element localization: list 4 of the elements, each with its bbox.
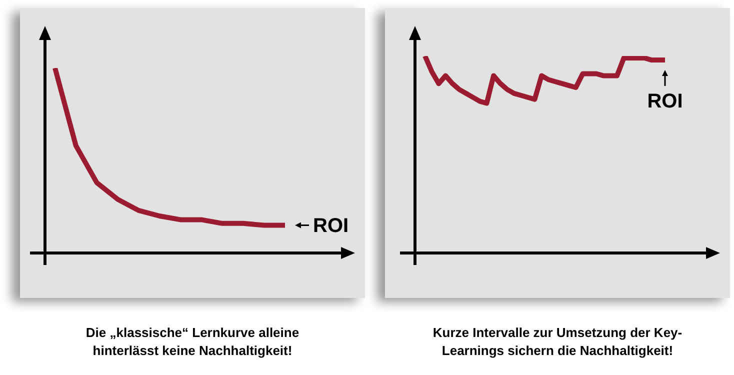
text: ROI	[313, 214, 349, 237]
annotation: ROI	[647, 90, 683, 112]
text: Kurze Intervalle zur Umsetzung der Key-Learnings sichern die Nachhaltigkeit!	[432, 324, 684, 360]
text: Die „klassische“ Lernkurve alleine hinterlässt keine Nachhaltigkeit!	[84, 324, 300, 360]
